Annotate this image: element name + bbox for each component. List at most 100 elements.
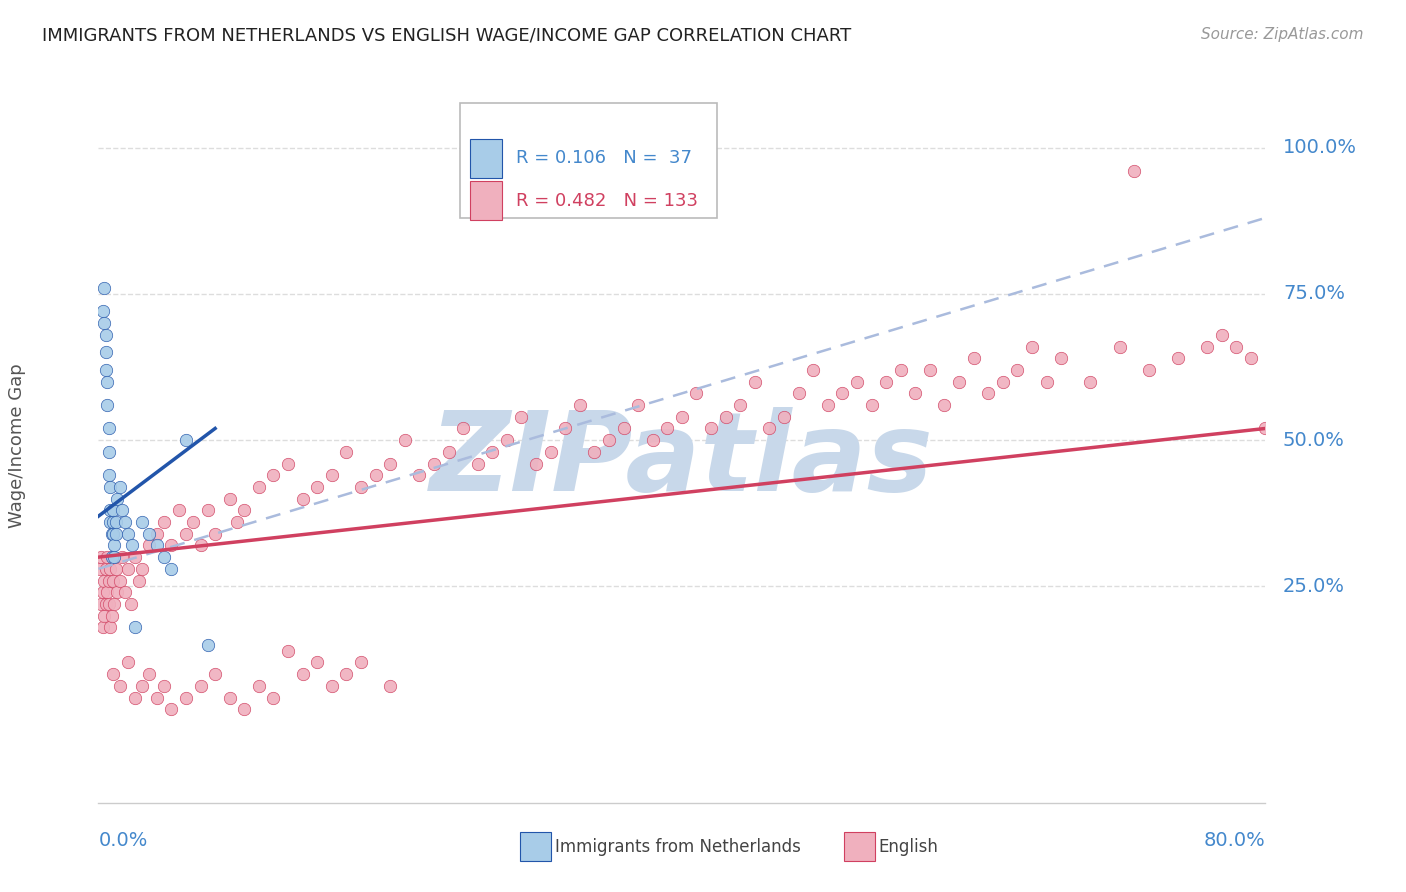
Point [568,398,591,412]
Point [1240,351,1263,366]
Point [714,409,737,424]
Point [93,608,115,623]
Text: Wage/Income Gap: Wage/Income Gap [7,364,25,528]
Point [160,538,183,552]
Point [948,375,970,389]
Point [160,702,183,716]
Point [104,515,127,529]
Point [153,550,176,565]
Point [96,585,118,599]
FancyBboxPatch shape [470,181,502,220]
Point [91,585,114,599]
Point [117,656,139,670]
Point [991,375,1014,389]
Point [1195,340,1218,354]
Point [101,526,124,541]
Point [91,304,114,318]
Point [190,538,212,552]
Point [124,550,146,565]
Point [380,679,402,693]
Point [153,679,176,693]
Point [94,345,117,359]
Point [977,386,1000,401]
Point [131,679,153,693]
Point [197,638,219,652]
Point [103,550,125,565]
Point [218,690,240,705]
Point [380,457,402,471]
Point [90,550,112,565]
Point [93,316,115,330]
Point [918,363,941,377]
Text: 100.0%: 100.0% [1282,138,1357,157]
Point [612,421,634,435]
Point [524,457,547,471]
Point [335,667,357,681]
Point [321,679,343,693]
Point [110,679,132,693]
Point [1108,340,1130,354]
Point [94,597,117,611]
Point [540,445,562,459]
Point [104,526,127,541]
Point [204,526,226,541]
Point [111,503,134,517]
Point [97,421,120,435]
Point [627,398,650,412]
Point [96,375,118,389]
Point [801,363,824,377]
Point [437,445,460,459]
Point [167,503,190,517]
Point [758,421,780,435]
Point [583,445,606,459]
Point [101,515,124,529]
Text: 0.0%: 0.0% [98,831,148,850]
Point [98,503,121,517]
Point [114,585,136,599]
Point [744,375,766,389]
Point [350,656,373,670]
Point [204,667,226,681]
Point [846,375,869,389]
Point [146,526,169,541]
Point [496,433,519,447]
Point [962,351,984,366]
Point [277,457,299,471]
Point [138,526,160,541]
Point [103,538,125,552]
Point [105,585,128,599]
Point [1254,421,1277,435]
Point [98,480,121,494]
Point [510,409,533,424]
Point [291,667,314,681]
Point [700,421,723,435]
Point [91,620,114,634]
Point [97,574,120,588]
Point [875,375,897,389]
Point [291,491,314,506]
Point [1211,327,1233,342]
Point [146,538,169,552]
Point [197,503,219,517]
Point [94,327,117,342]
Point [114,515,136,529]
Text: English: English [879,838,939,855]
Point [97,597,120,611]
Point [277,644,299,658]
Point [160,562,183,576]
Point [97,445,120,459]
Point [364,468,387,483]
Point [174,526,197,541]
Point [90,597,112,611]
Point [1050,351,1073,366]
Point [657,421,679,435]
Point [1225,340,1247,354]
Point [226,515,249,529]
Point [860,398,883,412]
FancyBboxPatch shape [460,103,717,218]
Text: Source: ZipAtlas.com: Source: ZipAtlas.com [1201,27,1364,42]
Point [554,421,576,435]
Point [307,480,329,494]
Point [671,409,693,424]
Point [153,515,176,529]
